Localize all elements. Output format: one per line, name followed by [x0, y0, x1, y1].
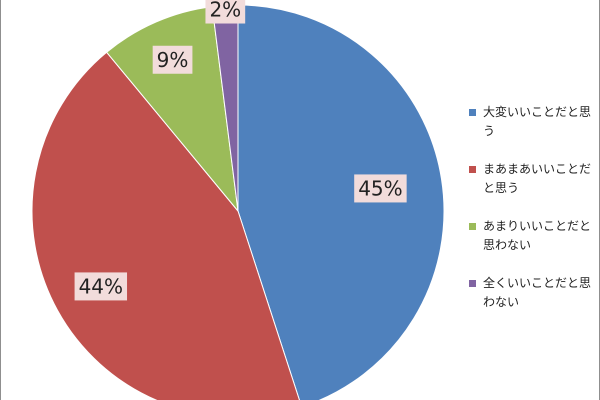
pie-slice-1	[237, 4, 445, 400]
legend-item-2: まあまあいいことだと思う	[469, 160, 597, 198]
data-label-4: 2%	[205, 0, 246, 24]
legend-swatch-3	[469, 223, 476, 230]
data-label-text-2: 44%	[79, 274, 123, 298]
legend-item-1: 大変いいことだと思う	[469, 103, 597, 141]
legend-swatch-2	[469, 166, 476, 173]
pie-labels: 45% 44% 9% 2%	[74, 0, 407, 301]
data-label-2: 44%	[74, 272, 128, 301]
legend-label-4: 全くいいことだと思わない	[483, 276, 592, 309]
legend-item-4: 全くいいことだと思わない	[469, 274, 597, 312]
data-label-text-3: 9%	[157, 48, 189, 72]
data-label-bg-4	[205, 0, 246, 24]
legend-label-3: あまりいいことだと思わない	[483, 219, 592, 252]
legend-item-3: あまりいいことだと思わない	[469, 217, 597, 255]
pie-slice-2	[31, 51, 300, 400]
data-label-text-4: 2%	[209, 0, 241, 22]
legend: 大変いいことだと思う まあまあいいことだと思う あまりいいことだと思わない 全く…	[469, 103, 597, 331]
data-label-3: 9%	[152, 45, 193, 74]
legend-swatch-1	[469, 109, 476, 116]
legend-swatch-4	[469, 280, 476, 287]
data-label-bg-1	[354, 174, 407, 203]
data-label-text-1: 45%	[358, 176, 402, 200]
legend-label-2: まあまあいいことだと思う	[483, 162, 592, 195]
data-label-bg-2	[74, 272, 128, 301]
data-label-1: 45%	[354, 174, 407, 203]
data-label-bg-3	[152, 45, 193, 74]
pie-slices	[31, 4, 445, 400]
legend-label-1: 大変いいことだと思う	[483, 105, 592, 138]
